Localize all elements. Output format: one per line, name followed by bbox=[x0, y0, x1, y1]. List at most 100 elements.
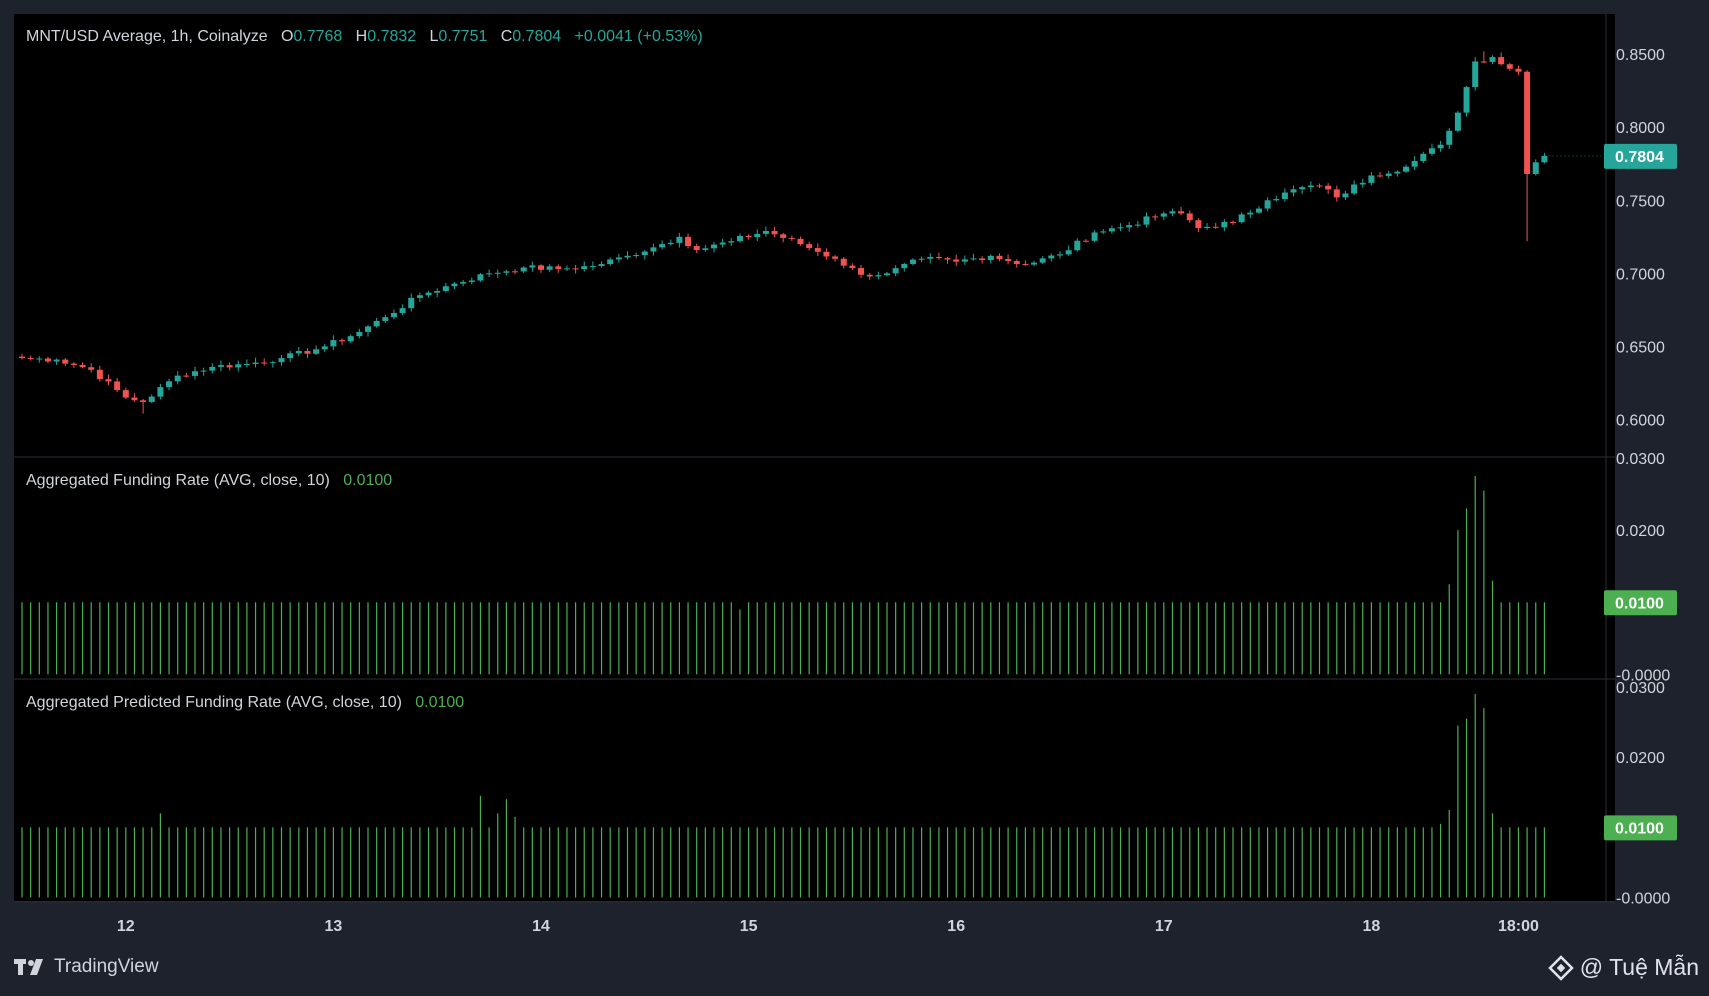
candle-body bbox=[581, 266, 588, 270]
candle bbox=[849, 263, 856, 271]
candle-body bbox=[1152, 216, 1159, 218]
candle bbox=[1454, 111, 1461, 133]
candle bbox=[711, 241, 717, 253]
candle bbox=[53, 358, 60, 365]
candle-body bbox=[788, 237, 795, 239]
candle-body bbox=[243, 363, 250, 365]
candle bbox=[1247, 209, 1254, 219]
candle bbox=[408, 293, 415, 312]
candle-body bbox=[754, 233, 761, 238]
candle bbox=[494, 269, 501, 278]
candle bbox=[1333, 185, 1340, 202]
candle-body bbox=[347, 336, 354, 342]
candle-body bbox=[641, 251, 648, 256]
candle bbox=[356, 328, 363, 339]
tradingview-logo-icon bbox=[14, 959, 43, 975]
candle-body bbox=[892, 268, 899, 274]
candle-body bbox=[607, 259, 614, 265]
candle bbox=[987, 254, 994, 264]
candle bbox=[970, 253, 977, 261]
time-tick-label: 12 bbox=[117, 918, 135, 935]
candle-body bbox=[434, 290, 441, 293]
candle-body bbox=[780, 234, 787, 238]
funding-tick-label: 0.0200 bbox=[1616, 523, 1665, 540]
candle bbox=[261, 358, 268, 366]
candle bbox=[79, 362, 86, 369]
candle bbox=[650, 243, 657, 256]
candle bbox=[295, 346, 302, 357]
candle-body bbox=[408, 297, 415, 309]
candle bbox=[321, 343, 328, 353]
candle-body bbox=[875, 275, 882, 277]
candle bbox=[166, 378, 173, 391]
candle-body bbox=[192, 371, 198, 376]
candle-body bbox=[1506, 64, 1513, 69]
candle-body bbox=[183, 375, 190, 377]
candle-body bbox=[1420, 153, 1427, 161]
candle bbox=[909, 258, 916, 266]
candle bbox=[927, 253, 934, 264]
candle bbox=[1273, 195, 1280, 202]
candle bbox=[1368, 172, 1375, 186]
candle-body bbox=[1074, 240, 1081, 251]
candle-body bbox=[702, 248, 709, 250]
candle-body bbox=[1178, 211, 1185, 214]
candle-body bbox=[1498, 57, 1505, 65]
candle-body bbox=[1065, 250, 1072, 255]
candle bbox=[762, 226, 769, 237]
low-label: L bbox=[429, 28, 439, 45]
candle bbox=[1230, 220, 1236, 225]
candle bbox=[607, 257, 614, 266]
candle bbox=[313, 345, 320, 356]
candle bbox=[1013, 259, 1020, 268]
candle-body bbox=[1377, 175, 1384, 177]
candle bbox=[1221, 219, 1228, 232]
candle-body bbox=[987, 255, 994, 261]
candle-body bbox=[235, 364, 242, 368]
candle bbox=[1186, 210, 1193, 223]
candle bbox=[304, 348, 311, 359]
candle-body bbox=[494, 272, 501, 274]
candle bbox=[806, 241, 813, 251]
funding-legend: Aggregated Funding Rate (AVG, close, 10)… bbox=[26, 472, 392, 490]
candle-body bbox=[269, 362, 276, 364]
candle-body bbox=[814, 248, 821, 252]
candle bbox=[693, 243, 700, 254]
candle bbox=[148, 394, 155, 404]
candle-body bbox=[88, 367, 95, 370]
candle-body bbox=[468, 280, 475, 283]
candle bbox=[382, 314, 389, 323]
candle bbox=[183, 372, 190, 378]
candle-body bbox=[711, 244, 717, 249]
candle-body bbox=[849, 265, 856, 269]
candle-body bbox=[1351, 184, 1358, 194]
candle bbox=[1463, 85, 1470, 117]
funding-legend-value: 0.0100 bbox=[343, 472, 393, 489]
predicted-legend-title: Aggregated Predicted Funding Rate (AVG, … bbox=[26, 694, 402, 711]
candle bbox=[901, 262, 908, 272]
candle bbox=[192, 366, 198, 380]
candle-body bbox=[36, 358, 43, 360]
candle bbox=[1489, 55, 1496, 65]
candle bbox=[1290, 185, 1297, 197]
candle bbox=[659, 240, 666, 250]
candle-body bbox=[546, 266, 553, 270]
candle-body bbox=[425, 292, 432, 296]
candle bbox=[339, 338, 346, 345]
candle bbox=[209, 363, 216, 374]
candle-body bbox=[693, 246, 700, 250]
candle-body bbox=[1325, 185, 1332, 190]
main-legend: MNT/USD Average, 1h, Coinalyze O0.7768 H… bbox=[26, 28, 703, 46]
candle bbox=[1195, 218, 1202, 233]
candle bbox=[1446, 128, 1453, 150]
candle-body bbox=[122, 390, 129, 398]
candle-body bbox=[131, 397, 138, 401]
tradingview-brand[interactable]: TradingView bbox=[14, 956, 159, 978]
candle-body bbox=[1368, 175, 1375, 183]
time-tick-label: 18 bbox=[1363, 918, 1381, 935]
candle bbox=[875, 271, 882, 280]
predicted-tick-label: -0.0000 bbox=[1616, 890, 1670, 907]
predicted-tick-label: 0.0200 bbox=[1616, 750, 1665, 767]
candle bbox=[1480, 51, 1487, 64]
